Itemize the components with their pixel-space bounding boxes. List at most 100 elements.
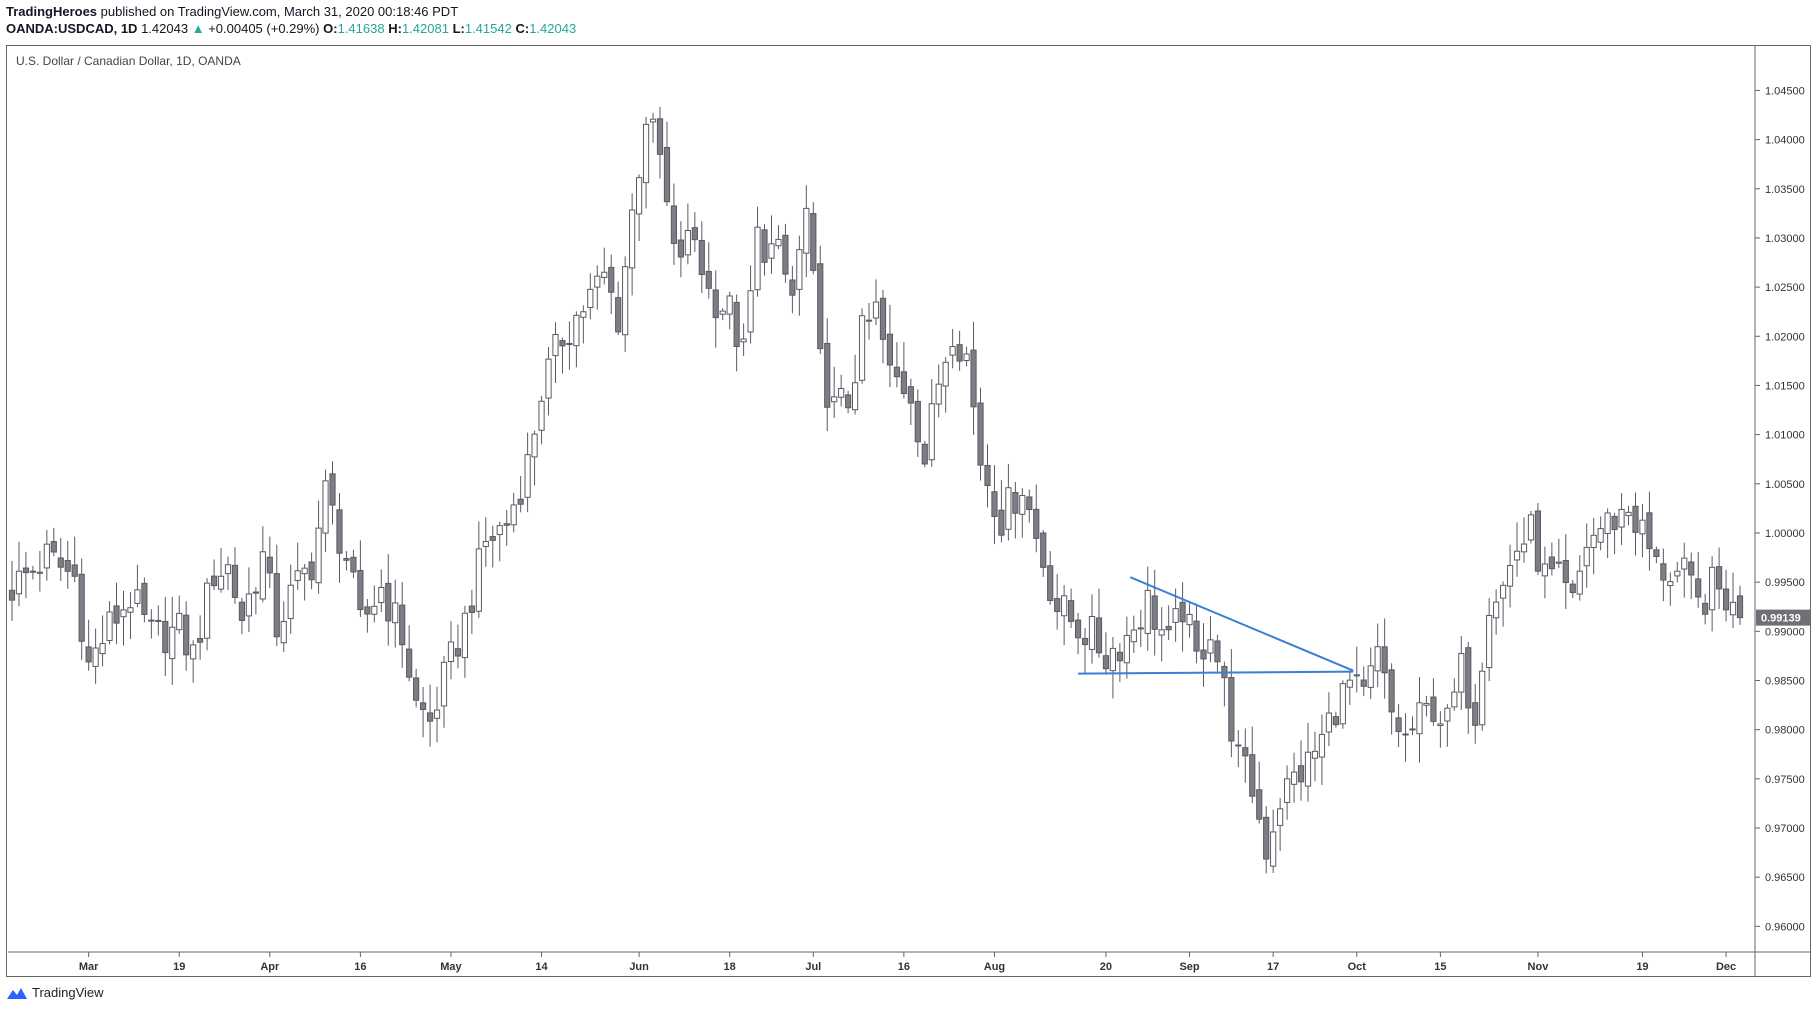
candle-body (1702, 602, 1709, 615)
candle (615, 281, 622, 336)
candle-body (510, 504, 517, 526)
candle-body (531, 433, 538, 458)
candle (1311, 731, 1319, 782)
candle-body (475, 548, 482, 612)
y-tick-label: 0.97500 (1765, 774, 1805, 786)
y-tick-label: 0.98000 (1765, 725, 1805, 737)
candle-body (1283, 778, 1291, 803)
candle (1653, 546, 1660, 564)
candle-body (1325, 712, 1333, 733)
candle (1729, 572, 1737, 629)
candles (8, 106, 1744, 874)
candle (489, 525, 496, 568)
candle-body (1012, 492, 1019, 514)
candle-body (1005, 487, 1012, 530)
candle (1381, 618, 1388, 699)
candle (1200, 623, 1207, 687)
candle-body (447, 641, 455, 662)
candle (782, 223, 789, 283)
candle-body (280, 620, 287, 644)
candle (726, 291, 733, 330)
candle (865, 303, 873, 340)
candle-body (1527, 514, 1535, 541)
candle (635, 174, 643, 242)
candle (183, 601, 190, 671)
candle (1736, 585, 1744, 625)
candle-body (601, 271, 608, 278)
candle (496, 521, 503, 562)
publisher-name[interactable]: TradingHeroes (6, 4, 98, 19)
candle-body (1290, 771, 1298, 785)
close-label: C: (515, 21, 530, 36)
chart-frame[interactable] (6, 45, 1811, 977)
publish-info: TradingHeroes published on TradingView.c… (6, 4, 458, 20)
x-tick-label: Sep (1179, 961, 1199, 973)
candle (1151, 569, 1158, 656)
candle (1088, 594, 1096, 664)
candle-body (1207, 639, 1214, 654)
y-tick-label: 1.01000 (1765, 430, 1805, 442)
candle-body (817, 263, 824, 350)
candle-body (1074, 619, 1082, 639)
candle-body (1548, 556, 1555, 570)
y-tick-label: 0.99000 (1765, 626, 1805, 638)
candle (64, 541, 71, 589)
candle-body (907, 386, 914, 404)
chart-title: U.S. Dollar / Canadian Dollar, 1D, OANDA (16, 54, 241, 68)
candle-body (1116, 651, 1123, 662)
candle (761, 224, 768, 276)
candle-body (1722, 588, 1730, 611)
candle-body (1618, 508, 1625, 528)
candle-body (1632, 505, 1639, 533)
candle (1339, 680, 1346, 729)
candle (1283, 765, 1291, 820)
candle (210, 559, 218, 591)
candle (684, 203, 691, 265)
candle-body (935, 383, 942, 405)
candle (245, 567, 253, 633)
candle (203, 578, 211, 651)
candle-body (1256, 789, 1263, 820)
candle-body (1465, 647, 1472, 709)
candle-body (719, 310, 726, 315)
candle-body (1353, 674, 1360, 677)
candle (1012, 481, 1019, 539)
candle-body (1541, 563, 1549, 577)
candle (1555, 538, 1562, 569)
candle (1604, 508, 1611, 559)
candle (538, 395, 545, 445)
candle (1277, 797, 1284, 851)
x-tick-label: 16 (898, 961, 910, 973)
x-tick-label: 19 (173, 961, 185, 973)
candle (740, 323, 747, 356)
candle-body (1513, 550, 1521, 561)
candle (1061, 585, 1068, 646)
candle-body (308, 561, 315, 581)
candle (273, 544, 280, 647)
candle (1353, 646, 1360, 693)
candle (524, 432, 531, 513)
candle (656, 106, 664, 179)
x-tick-label: 14 (535, 961, 548, 973)
candle (433, 686, 441, 743)
candle-body (865, 319, 873, 322)
candle (1290, 752, 1298, 803)
candle-body (998, 509, 1005, 536)
last-price-tag-label: 0.99139 (1761, 613, 1801, 625)
candle-body (322, 480, 329, 534)
tradingview-logo-icon[interactable] (6, 986, 28, 1000)
candle (670, 183, 678, 265)
candle (392, 579, 399, 648)
candle (8, 560, 16, 621)
low-value: 1.41542 (464, 21, 512, 36)
candle (1597, 516, 1604, 551)
candle-body (350, 556, 357, 573)
candle (998, 480, 1005, 543)
candle (1388, 663, 1395, 735)
candle (838, 374, 845, 407)
price-change: +0.00405 (+0.29%) (208, 21, 320, 36)
footer-brand[interactable]: TradingView (32, 985, 104, 1000)
candle-body (1081, 637, 1089, 646)
candlestick-chart[interactable]: 0.96000 0.96500 0.97000 0.97500 0.98000 0.985… (0, 0, 1817, 985)
candle (1423, 695, 1430, 717)
